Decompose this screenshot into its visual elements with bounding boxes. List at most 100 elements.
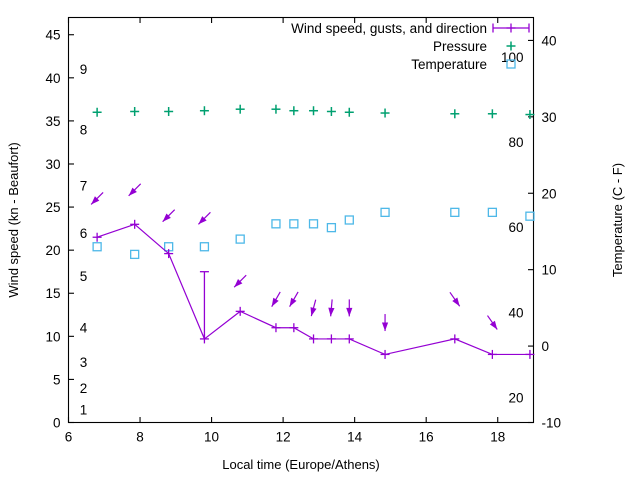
pressure-marker [199,106,209,116]
wind-direction-arrow [162,209,176,223]
y2-axis-tick-label: 20 [542,186,557,201]
beaufort-label: 8 [80,123,88,138]
y-axis-tick-label: 15 [45,286,60,301]
x-axis-tick-label: 18 [490,430,505,445]
temperature-marker [450,207,460,218]
fahrenheit-label: 20 [508,390,523,405]
wind-speed-marker [326,334,336,344]
fahrenheit-label: 80 [508,135,523,150]
x-axis-title: Local time (Europe/Athens) [222,457,380,472]
wind-speed-marker [92,232,102,242]
wind-direction-arrow [328,299,335,317]
wind-direction-arrow [381,314,389,332]
wind-direction-arrow [449,291,461,307]
pressure-marker [380,108,390,118]
legend-plus-sample [506,41,516,51]
wind-direction-arrow [346,299,353,317]
temperature-marker [525,211,535,221]
temperature-marker [235,234,245,244]
wind-speed-marker [130,219,140,229]
wind-speed-marker [235,306,245,316]
beaufort-label: 1 [80,403,88,418]
beaufort-label: 6 [80,226,88,241]
y2-axis-tick-label: -10 [542,416,562,431]
beaufort-label: 3 [80,355,88,370]
wind-speed-line [96,223,530,356]
beaufort-label: 7 [80,179,88,194]
pressure-marker [92,107,102,117]
legend-label-1: Pressure [433,39,487,54]
wind-speed-marker [289,323,299,333]
x-axis-tick-label: 10 [204,430,219,445]
temperature-marker [344,215,354,225]
wind-speed-marker [271,323,281,333]
temperature-marker [380,207,390,218]
temperature-marker [92,242,102,252]
temperature-marker [326,222,337,233]
x-axis-tick-label: 14 [347,430,363,445]
wind-direction-arrow [310,299,317,317]
beaufort-label: 2 [80,381,88,396]
x-axis-tick-label: 6 [65,430,73,445]
temperature-marker [487,207,498,218]
y-axis-title: Wind speed (kn - Beaufort) [6,142,21,297]
temperature-marker [289,219,299,229]
pressure-marker [450,109,460,119]
y-axis-tick-label: 30 [45,157,60,172]
y-axis-tick-label: 40 [45,71,60,86]
wind-direction-arrow [197,211,211,225]
pressure-marker [309,106,319,116]
x-axis-tick-label: 16 [419,430,434,445]
wind-direction-arrow [486,315,498,330]
wind-direction-arrow [128,183,142,197]
beaufort-label: 9 [80,62,88,77]
y-axis-tick-label: 10 [45,329,60,344]
wind-speed-marker [199,334,209,344]
wind-direction-arrow [271,291,281,307]
wind-direction-arrow [90,192,104,205]
wind-speed-marker [344,334,354,344]
y-axis-tick-label: 45 [45,28,60,43]
plot-border [67,16,535,424]
wind-speed-marker [380,349,390,359]
pressure-marker [344,107,354,117]
pressure-marker [289,106,299,116]
y2-axis-tick-label: 40 [542,33,557,48]
temperature-marker [271,219,281,229]
y-axis-tick-label: 5 [53,372,61,387]
y2-axis-tick-label: 0 [542,339,550,354]
beaufort-label: 5 [80,269,88,284]
wind-speed-marker [450,334,460,344]
legend-square-sample [506,59,516,69]
temperature-marker [199,242,210,252]
beaufort-label: 4 [80,321,88,336]
wind-speed-marker [164,249,174,259]
temperature-marker [308,219,319,229]
wind-speed-marker [487,349,497,359]
y2-axis-tick-label: 30 [542,110,557,125]
pressure-marker [235,104,245,114]
legend-plus-sample [506,23,516,33]
x-axis-tick-label: 8 [136,430,144,445]
pressure-marker [130,106,140,116]
y-axis-tick-label: 0 [53,416,61,431]
legend-label-0: Wind speed, gusts, and direction [291,21,487,36]
pressure-marker [164,106,174,116]
fahrenheit-label: 100 [501,50,524,65]
legend-label-2: Temperature [411,57,487,72]
fahrenheit-label: 40 [508,305,523,320]
y-axis-tick-label: 25 [45,200,60,215]
wind-direction-arrow [233,274,247,288]
pressure-marker [326,106,336,116]
y-axis-tick-label: 35 [45,114,60,129]
wind-direction-arrow [289,291,299,307]
y-axis-tick-label: 20 [45,243,60,258]
wind-speed-marker [525,349,535,359]
pressure-marker [487,109,497,119]
pressure-marker [271,104,281,114]
temperature-marker [130,249,140,260]
fahrenheit-label: 60 [508,220,523,235]
wind-speed-marker [309,334,319,344]
